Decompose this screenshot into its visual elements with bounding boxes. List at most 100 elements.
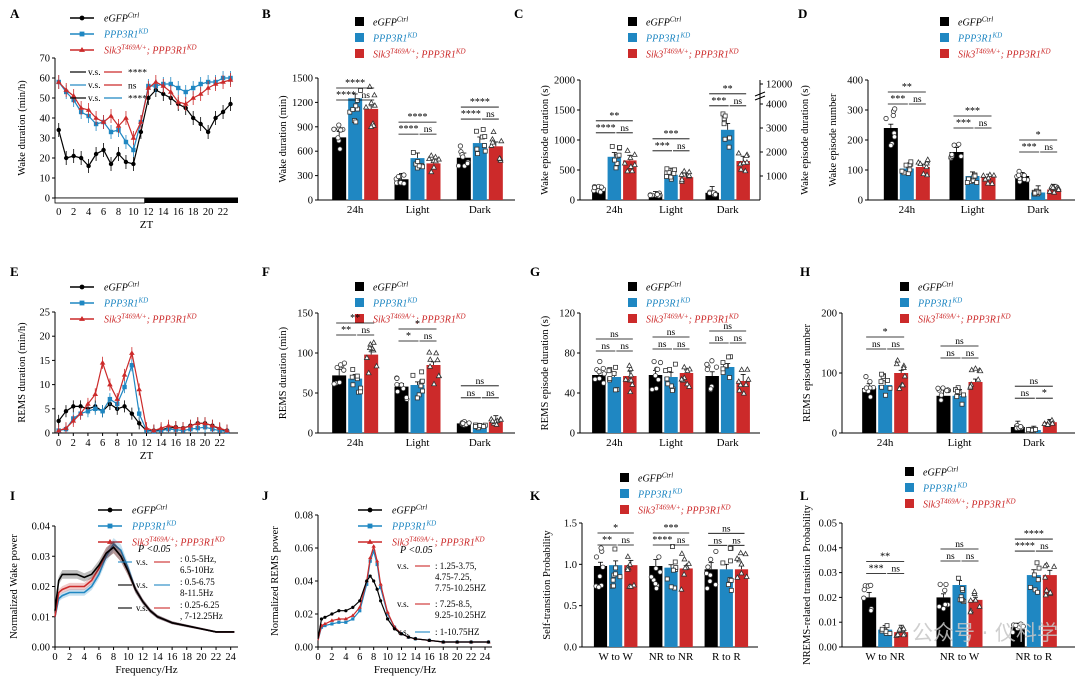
y-axis-label: Wake duration (min) xyxy=(278,95,289,183)
data-point xyxy=(653,565,659,571)
data-point xyxy=(331,381,337,387)
data-point xyxy=(136,386,142,392)
stat-range-text: 7.75-10.25HZ xyxy=(435,583,486,593)
data-point xyxy=(704,361,710,367)
legend-swatch xyxy=(905,499,914,508)
legend-name2: ; PPP3R1 xyxy=(681,506,721,517)
data-point xyxy=(664,166,670,172)
data-point xyxy=(441,640,445,644)
legend-swatch xyxy=(628,282,637,291)
legend-swatch xyxy=(355,33,364,42)
legend-marker xyxy=(107,539,113,544)
watermark-text: 公众号 · 仪科学 xyxy=(912,621,1058,645)
legend-label: eGFPCtrl xyxy=(104,12,139,25)
data-point xyxy=(667,367,672,372)
sig-label: ns xyxy=(424,332,433,342)
legend-swatch xyxy=(905,483,914,492)
legend-name: eGFP xyxy=(392,506,416,517)
x-tick-label: 22 xyxy=(218,207,229,218)
legend-sup: KD xyxy=(425,520,436,528)
data-point xyxy=(737,166,745,172)
data-point xyxy=(977,367,984,374)
y-tick-label: 300 xyxy=(297,171,313,182)
data-point xyxy=(146,95,151,101)
data-point xyxy=(743,158,751,165)
data-point xyxy=(473,424,478,429)
data-point xyxy=(678,171,685,177)
x-category-label: NR to NR xyxy=(649,651,694,663)
data-point xyxy=(903,162,909,168)
y-tick-label: 0 xyxy=(832,429,837,440)
data-point xyxy=(735,378,742,384)
y-tick-label: 0.00 xyxy=(32,643,50,654)
bar xyxy=(949,152,964,200)
data-point xyxy=(71,153,76,159)
data-point xyxy=(489,138,496,145)
legend-sup: KD xyxy=(165,520,176,528)
x-tick-label: 18 xyxy=(188,207,199,218)
legend-sup: Ctrl xyxy=(397,281,408,289)
data-point xyxy=(887,631,893,636)
bar xyxy=(664,174,678,200)
data-point xyxy=(70,418,77,423)
x-tick-label: 14 xyxy=(152,652,163,663)
data-point xyxy=(672,361,678,367)
x-tick-label: 6 xyxy=(96,652,101,663)
x-tick-label: 14 xyxy=(410,652,421,663)
data-point xyxy=(172,424,179,429)
data-point xyxy=(861,587,867,593)
legend-sup2: KD xyxy=(720,504,731,512)
x-tick-label: 8 xyxy=(115,438,120,449)
data-point xyxy=(959,401,965,407)
y-tick-label: 0 xyxy=(570,196,575,207)
data-point xyxy=(344,620,348,624)
legend-label: PPP3R1KD xyxy=(372,32,417,45)
data-point xyxy=(742,381,750,387)
data-point xyxy=(1051,189,1058,195)
y-tick-label: 2000 xyxy=(554,76,575,87)
data-point xyxy=(598,545,604,551)
right-tick-label: 2000 xyxy=(766,148,787,159)
x-tick-label: 4 xyxy=(86,207,92,218)
legend-sup: T469A/+ xyxy=(975,48,1001,56)
data-point xyxy=(1021,172,1027,179)
data-point xyxy=(353,119,359,125)
y-axis-label: REMS episode duration (s) xyxy=(540,315,551,430)
bar xyxy=(607,377,622,433)
data-point xyxy=(474,128,479,134)
data-point xyxy=(176,85,181,91)
data-point xyxy=(427,356,434,362)
stat-vs: v.s. xyxy=(136,580,148,590)
data-point xyxy=(175,99,182,104)
data-point xyxy=(108,161,114,167)
data-point xyxy=(896,626,903,632)
sig-label: ns xyxy=(946,552,955,562)
legend-sup: Ctrl xyxy=(128,12,139,20)
data-point xyxy=(727,375,732,380)
bar xyxy=(736,161,750,200)
data-point xyxy=(720,560,726,566)
sig-label: * xyxy=(883,327,888,338)
data-point xyxy=(972,365,979,371)
data-point xyxy=(394,375,400,381)
sig-label: ns xyxy=(622,536,631,546)
data-point xyxy=(420,388,425,394)
data-point xyxy=(366,83,373,89)
y-tick-label: 50 xyxy=(40,94,51,105)
stat-vs: v.s. xyxy=(136,603,148,613)
data-point xyxy=(678,586,685,592)
data-point xyxy=(613,565,619,571)
data-point xyxy=(629,381,636,387)
series-line xyxy=(54,546,235,633)
data-point xyxy=(145,85,152,90)
y-tick-label: 120 xyxy=(559,309,575,320)
y-axis-label: REMS duration (min/h) xyxy=(17,322,28,423)
data-point xyxy=(727,545,733,551)
y-axis-label: Normalized Wake power xyxy=(9,534,20,639)
data-point xyxy=(349,374,355,380)
data-point xyxy=(681,570,688,577)
